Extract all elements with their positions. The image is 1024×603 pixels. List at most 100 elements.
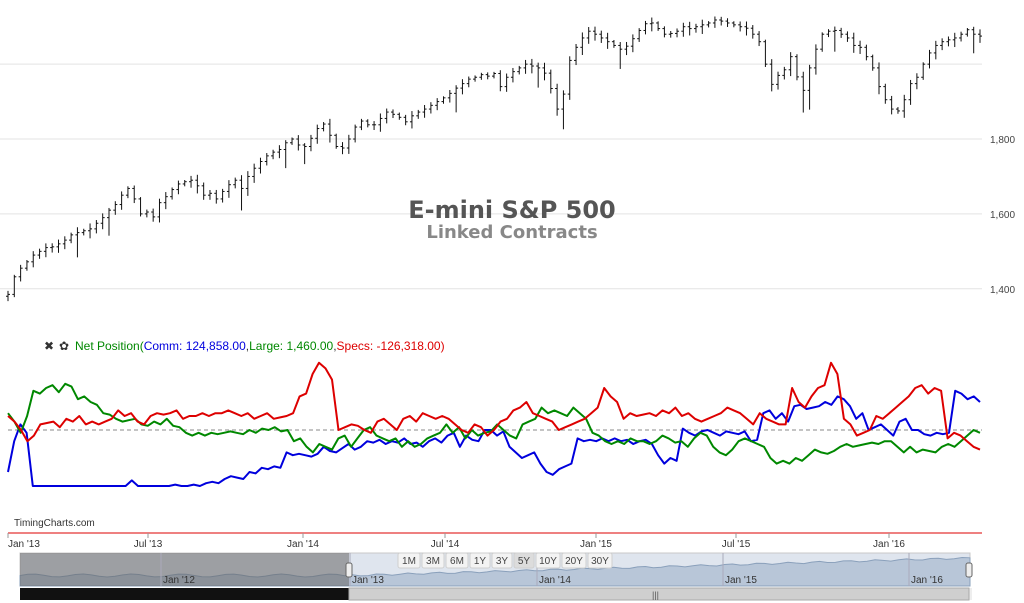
ohlc-bar (731, 21, 736, 28)
scrollbar-thumb[interactable] (348, 587, 970, 601)
ohlc-bar (574, 43, 579, 66)
ohlc-bar (365, 119, 370, 128)
x-tick-label: Jan '15 (580, 539, 612, 550)
series-line-large (7, 382, 981, 465)
ohlc-bar (296, 135, 301, 151)
range-button-1m[interactable]: 1M (397, 552, 421, 569)
ohlc-bar (466, 76, 471, 88)
x-tick-label: Jan '14 (287, 539, 319, 550)
ohlc-bar (580, 32, 585, 56)
position-series (7, 361, 981, 487)
ohlc-bar (37, 248, 42, 259)
ohlc-bar (820, 32, 825, 52)
navigator-label: Jan '16 (911, 575, 943, 586)
ohlc-bar (510, 67, 515, 83)
y-tick-label: 1,400 (990, 285, 1015, 296)
range-button-1y[interactable]: 1Y (469, 552, 491, 569)
scrollbar-grip-icon: ||| (652, 590, 659, 600)
ohlc-bar (12, 274, 17, 298)
ohlc-bar (883, 83, 888, 104)
ohlc-bar (555, 83, 560, 116)
ohlc-bar (308, 134, 313, 152)
ohlc-bar (62, 236, 67, 250)
y-tick-label: 1,800 (990, 135, 1015, 146)
range-button-30y[interactable]: 30Y (587, 552, 613, 569)
ohlc-bar (271, 149, 276, 160)
range-button-3m[interactable]: 3M (421, 552, 445, 569)
close-icon[interactable]: ✖ (44, 339, 54, 353)
ohlc-bar (978, 29, 982, 43)
ohlc-bar (517, 65, 522, 75)
range-button-20y[interactable]: 20Y (561, 552, 587, 569)
ohlc-bar (908, 79, 913, 105)
x-tick-label: Jul '14 (431, 539, 460, 550)
ohlc-bar (6, 290, 10, 302)
ohlc-bar (712, 16, 717, 28)
ohlc-bar (391, 109, 396, 119)
range-button-10y[interactable]: 10Y (535, 552, 561, 569)
navigator-handle-left[interactable] (345, 562, 353, 578)
ohlc-bar (801, 71, 806, 113)
navigator-label: Jan '15 (725, 575, 757, 586)
ohlc-bar (119, 191, 124, 210)
ohlc-bar (416, 109, 421, 119)
ohlc-bar (473, 75, 478, 82)
navigator-label: Jan '13 (352, 575, 384, 586)
ohlc-bar (485, 72, 490, 80)
ohlc-bar (106, 207, 111, 236)
y-tick-label: 1,600 (990, 210, 1015, 221)
ohlc-bar (927, 49, 932, 69)
ohlc-bar (693, 23, 698, 33)
ohlc-bar (182, 180, 187, 187)
ohlc-bar (845, 31, 850, 42)
ohlc-bar (252, 163, 257, 183)
range-button-5y[interactable]: 5Y (513, 552, 535, 569)
range-button-3y[interactable]: 3Y (491, 552, 513, 569)
ohlc-bar (504, 73, 509, 92)
ohlc-bar (403, 114, 408, 126)
ohlc-bar (334, 133, 339, 149)
ohlc-bar (207, 190, 212, 200)
ohlc-bar (858, 40, 863, 54)
ohlc-bar (675, 28, 680, 38)
legend-suffix: ) (441, 339, 445, 353)
ohlc-bar (170, 187, 175, 200)
ohlc-bar (113, 201, 118, 215)
ohlc-bar (611, 39, 616, 48)
ohlc-bar (321, 122, 326, 132)
ohlc-bar (428, 102, 433, 114)
ohlc-bar (946, 36, 951, 47)
ohlc-bar (523, 59, 528, 74)
price-y-axis: 1,400 1,600 1,800 (990, 135, 1015, 296)
navigator-handle-right[interactable] (965, 562, 973, 578)
ohlc-bar (435, 98, 440, 111)
range-button-6m[interactable]: 6M (445, 552, 469, 569)
ohlc-bar (447, 89, 452, 103)
x-tick-label: Jan '16 (873, 539, 905, 550)
settings-icon[interactable]: ✿ (59, 339, 69, 353)
ohlc-bar (151, 208, 156, 222)
ohlc-bar (138, 197, 143, 217)
price-ohlc-bars (6, 16, 982, 302)
navigator[interactable]: Jan '12 Jan '13 Jan '14 Jan '15 Jan '16 ||| (19, 552, 973, 601)
ohlc-bar (43, 243, 48, 258)
ohlc-bar (788, 52, 793, 77)
ohlc-bar (561, 90, 566, 130)
scrollbar-left-arrow-area[interactable] (20, 588, 349, 600)
ohlc-bar (687, 21, 692, 36)
ohlc-bar (359, 118, 364, 131)
ohlc-bar (81, 228, 86, 236)
ohlc-bar (794, 54, 799, 81)
ohlc-bar (813, 44, 818, 75)
ohlc-bar (302, 143, 307, 165)
position-legend: ✖ ✿ Net Position(Comm: 124,858.00,Large:… (44, 339, 445, 353)
ohlc-bar (725, 18, 730, 27)
ohlc-bar (706, 21, 711, 28)
ohlc-bar (31, 251, 36, 268)
ohlc-bar (864, 44, 869, 61)
ohlc-bar (536, 62, 541, 88)
ohlc-bar (454, 85, 459, 113)
ohlc-bar (353, 124, 358, 143)
ohlc-bar (643, 20, 648, 35)
